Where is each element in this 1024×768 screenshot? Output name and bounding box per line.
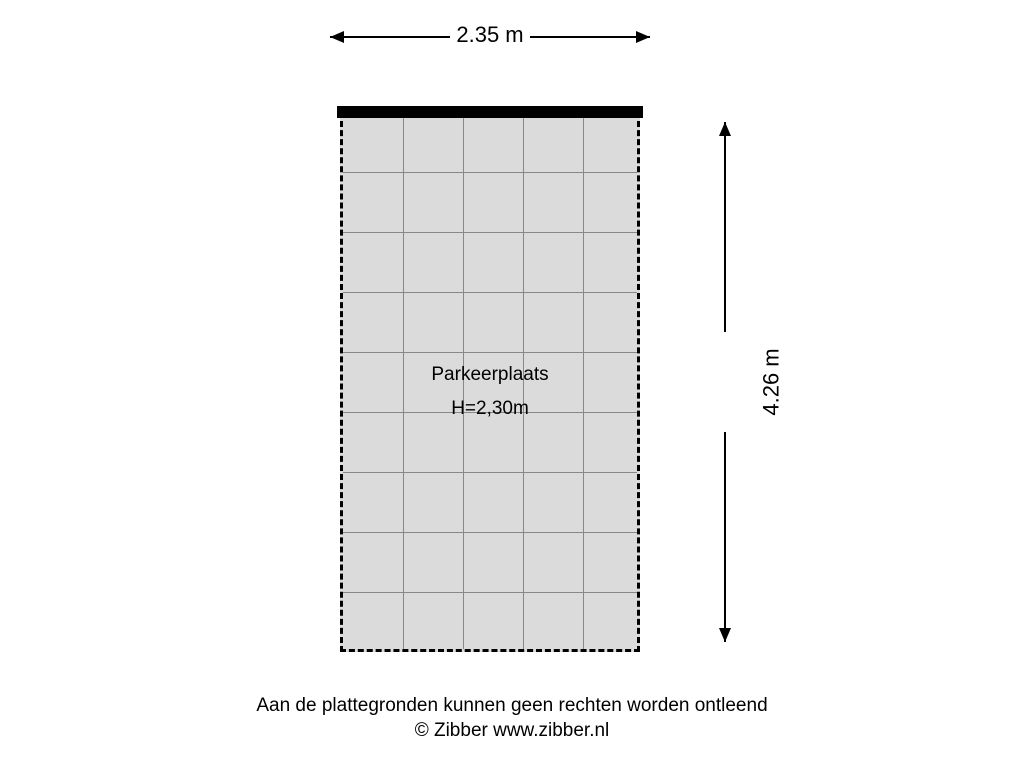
grid-line: [343, 232, 637, 233]
room-label: Parkeerplaats H=2,30m: [343, 364, 637, 420]
dimension-height: 4.26 m: [700, 112, 770, 652]
grid-line: [343, 472, 637, 473]
grid-line: [343, 592, 637, 593]
grid-line: [343, 292, 637, 293]
grid-line: [343, 532, 637, 533]
floorplan: Parkeerplaats H=2,30m: [340, 112, 640, 652]
grid-line: [343, 172, 637, 173]
top-wall: [337, 106, 643, 118]
grid-line: [343, 352, 637, 353]
footer-line1: Aan de plattegronden kunnen geen rechten…: [0, 693, 1024, 719]
dimension-height-label: 4.26 m: [759, 348, 785, 415]
dimension-width: 2.35 m: [320, 22, 660, 62]
dimension-width-label: 2.35 m: [320, 22, 660, 48]
footer-line2: © Zibber www.zibber.nl: [0, 718, 1024, 744]
footer-disclaimer: Aan de plattegronden kunnen geen rechten…: [0, 693, 1024, 744]
room-label-name: Parkeerplaats: [343, 364, 637, 386]
room-label-height: H=2,30m: [343, 398, 637, 420]
parking-space-rect: Parkeerplaats H=2,30m: [340, 112, 640, 652]
